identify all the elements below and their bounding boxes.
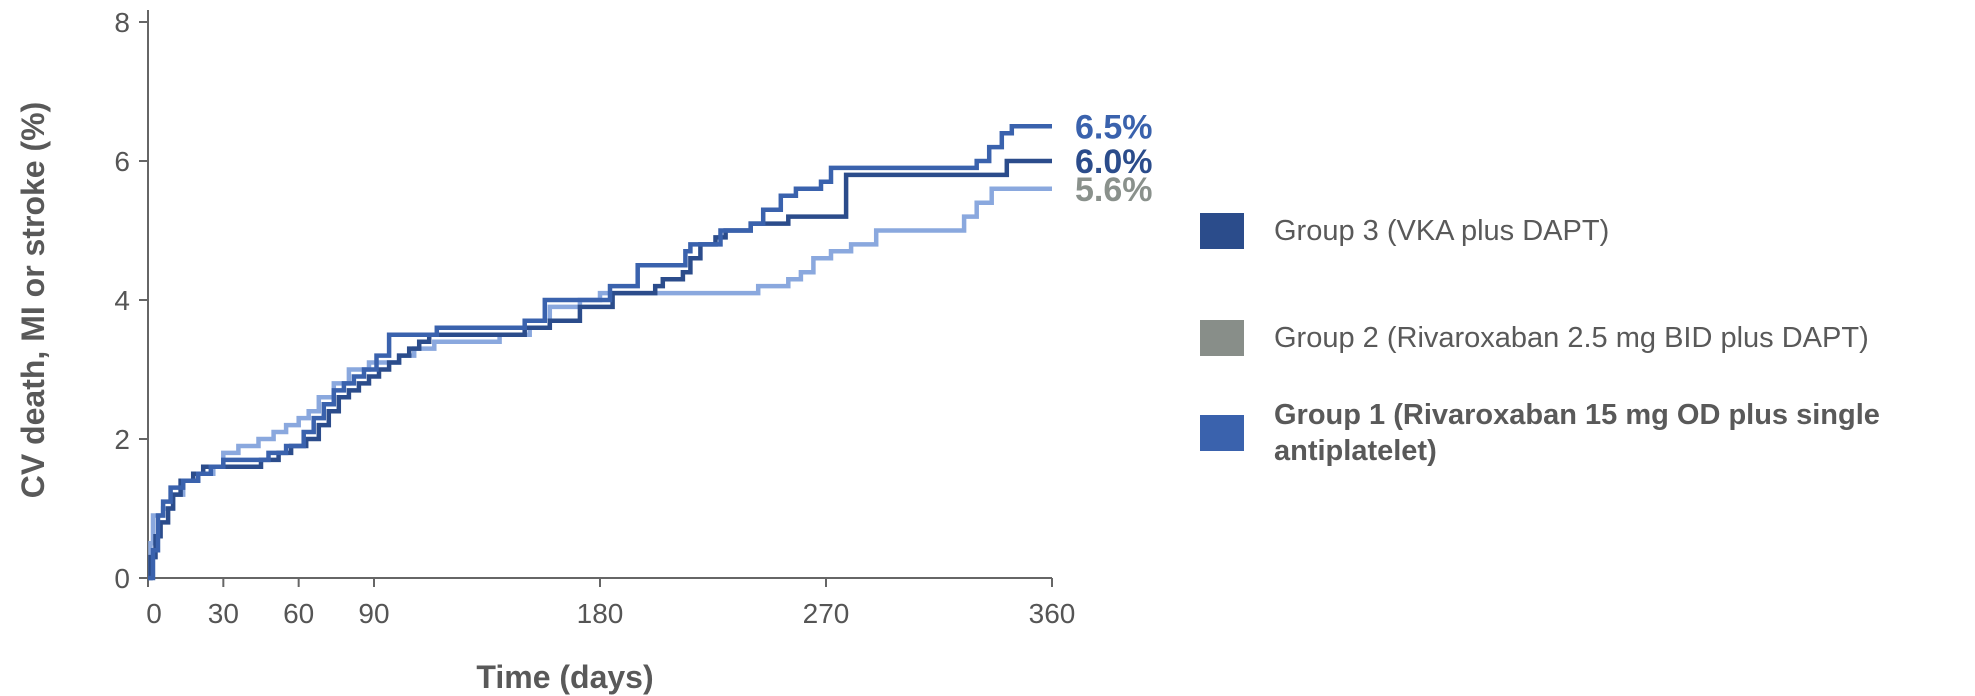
legend-item-group-2: Group 2 (Rivaroxaban 2.5 mg BID plus DAP… bbox=[1200, 320, 1964, 356]
legend-swatch-group-1 bbox=[1200, 415, 1244, 451]
legend-item-group-3: Group 3 (VKA plus DAPT) bbox=[1200, 213, 1964, 249]
end-value-label-2: 6.5% bbox=[1075, 108, 1153, 146]
x-tick-label: 0 bbox=[146, 598, 162, 629]
x-tick-label: 360 bbox=[1029, 598, 1076, 629]
y-axis-title: CV death, MI or stroke (%) bbox=[15, 102, 51, 499]
legend-label-group-2: Group 2 (Rivaroxaban 2.5 mg BID plus DAP… bbox=[1274, 322, 1869, 354]
x-tick-label: 180 bbox=[577, 598, 624, 629]
y-tick-label: 8 bbox=[114, 7, 130, 38]
chart-series bbox=[148, 124, 1052, 581]
y-tick-label: 0 bbox=[114, 563, 130, 594]
series-line-2 bbox=[148, 124, 1052, 581]
legend-label-group-3: Group 3 (VKA plus DAPT) bbox=[1274, 215, 1610, 247]
x-axis-title: Time (days) bbox=[476, 659, 653, 695]
legend-swatch-group-2 bbox=[1200, 320, 1244, 356]
end-value-label-1: 6.0% bbox=[1075, 143, 1153, 181]
chart-axes: 0 2 4 6 8 0 30 60 90 180 270 360 bbox=[114, 7, 1075, 629]
chart-end-labels: 6.0%6.5% 5.6% bbox=[1075, 108, 1153, 209]
end-value-label-3: 5.6% bbox=[1075, 171, 1153, 209]
legend-item-group-1: Group 1 (Rivaroxaban 15 mg OD plus singl… bbox=[1200, 397, 1964, 469]
legend-swatch-group-3 bbox=[1200, 213, 1244, 249]
legend-label-group-1: Group 1 (Rivaroxaban 15 mg OD plus singl… bbox=[1274, 399, 1880, 467]
series-line-1 bbox=[148, 158, 1052, 581]
series-line-3 bbox=[148, 186, 1052, 581]
x-tick-label: 60 bbox=[283, 598, 314, 629]
x-tick-label: 90 bbox=[358, 598, 389, 629]
x-tick-label: 30 bbox=[208, 598, 239, 629]
y-tick-label: 4 bbox=[114, 285, 130, 316]
y-tick-label: 6 bbox=[114, 146, 130, 177]
y-tick-label: 2 bbox=[114, 424, 130, 455]
x-tick-label: 270 bbox=[803, 598, 850, 629]
